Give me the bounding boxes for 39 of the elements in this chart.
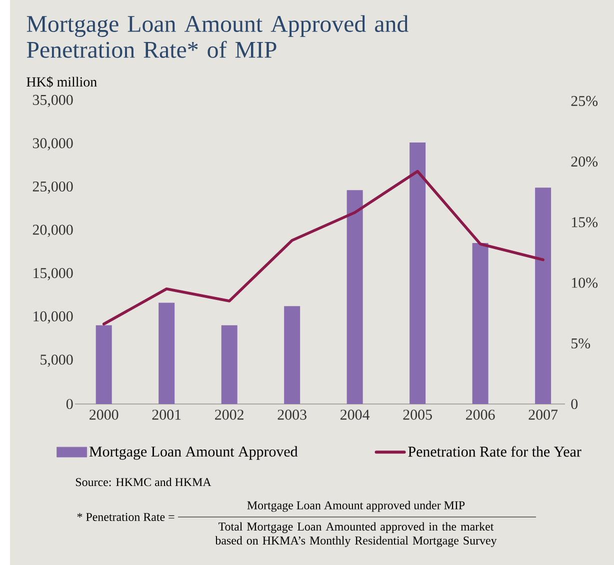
text: * Penetration Rate = — [77, 512, 174, 522]
line-series — [102, 170, 544, 326]
source-note: Source: HKMC and HKMA — [76, 478, 212, 486]
y2-tick-label: 25% — [571, 96, 598, 106]
x-tick-label: 2006 — [466, 410, 495, 420]
legend-label: Penetration Rate for the Year — [408, 446, 582, 457]
bar — [158, 302, 175, 404]
y2-tick-label: 15% — [572, 217, 598, 228]
x-tick-label: 2001 — [152, 410, 181, 420]
x-tick-label: 2002 — [215, 410, 244, 420]
bar — [535, 188, 552, 404]
bar — [346, 190, 363, 404]
text: Mortgage Loan Amount approved under MIP — [247, 500, 465, 512]
x-tick-label: 2003 — [278, 410, 306, 420]
y-tick-label: 10,000 — [34, 311, 73, 324]
bar — [96, 325, 112, 404]
y-tick-label: 15,000 — [34, 268, 73, 280]
y-tick-label: 20,000 — [32, 224, 73, 237]
text: Total Mortgage Loan Amounted approved in the market based on HKMA’s Monthly Residential Mortgage Survey — [215, 522, 497, 548]
y2-tick-label: 0 — [571, 398, 578, 410]
bar — [221, 325, 238, 404]
chart-title: Mortgage Loan Amount Approved and Penetration Rate* of MIP — [26, 15, 408, 58]
y-tick-label: 25,000 — [32, 181, 73, 194]
y2-tick-label: 10% — [572, 278, 598, 288]
x-tick-label: 2005 — [403, 410, 432, 420]
y2-tick-label: 5% — [572, 338, 590, 348]
x-tick-label: 2004 — [340, 410, 370, 420]
legend-label: Mortgage Loan Amount Approved — [89, 446, 298, 460]
bar — [472, 242, 488, 404]
y-axis-title: HK$ million — [26, 76, 97, 88]
y2-tick-label: 20% — [571, 156, 598, 167]
y-tick-label: 35,000 — [32, 94, 73, 108]
x-tick-label: 2007 — [528, 410, 558, 420]
x-tick-label: 2000 — [90, 410, 118, 420]
y-tick-label: 30,000 — [32, 138, 73, 150]
y-tick-label: 5,000 — [40, 354, 73, 367]
bar — [284, 306, 300, 404]
y-tick-label: 0 — [66, 398, 73, 410]
bar — [410, 142, 426, 404]
